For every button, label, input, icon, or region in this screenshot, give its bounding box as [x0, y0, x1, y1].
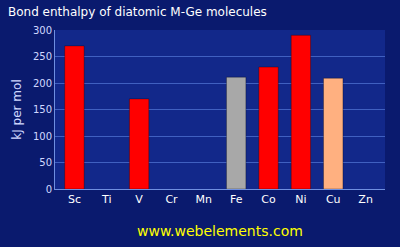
svg-text:50: 50	[39, 157, 52, 168]
svg-text:100: 100	[33, 131, 52, 142]
svg-text:Ti: Ti	[101, 193, 111, 206]
svg-text:300: 300	[33, 25, 52, 36]
svg-text:250: 250	[33, 51, 52, 62]
svg-text:Zn: Zn	[358, 193, 373, 206]
svg-text:Fe: Fe	[230, 193, 243, 206]
svg-text:V: V	[135, 193, 143, 206]
svg-text:200: 200	[33, 78, 52, 89]
svg-text:150: 150	[33, 104, 52, 115]
svg-text:Sc: Sc	[68, 193, 81, 206]
svg-text:Cu: Cu	[326, 193, 341, 206]
svg-text:Bond enthalpy of diatomic M-Ge: Bond enthalpy of diatomic M-Ge molecules	[8, 5, 267, 19]
svg-text:kJ per mol: kJ per mol	[10, 79, 24, 139]
svg-text:www.webelements.com: www.webelements.com	[137, 223, 303, 239]
svg-text:0: 0	[46, 184, 52, 195]
svg-text:Ni: Ni	[295, 193, 306, 206]
svg-text:Mn: Mn	[196, 193, 212, 206]
svg-text:Co: Co	[261, 193, 276, 206]
svg-text:Cr: Cr	[165, 193, 178, 206]
